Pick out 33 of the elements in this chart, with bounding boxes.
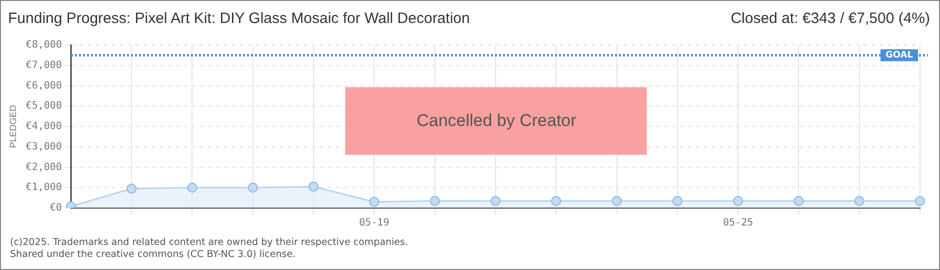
y-tick-label: €1,000 — [26, 182, 62, 194]
y-tick-label: €7,000 — [26, 60, 62, 71]
notice-box: Cancelled by Creator — [345, 86, 648, 154]
annotation: Cancelled by Creator — [416, 110, 576, 130]
point — [308, 182, 319, 192]
point — [612, 196, 622, 206]
point — [430, 196, 440, 206]
y-axis-title: PLEDGED — [8, 104, 18, 148]
text: (c)2025. Trademarks and related content are owned by their respective companies. — [10, 237, 408, 248]
point — [248, 182, 258, 193]
point — [369, 196, 380, 207]
text: Shared under the creative commons (CC BY-NC 3.0) license. — [10, 249, 296, 260]
y-tick-label: €5,000 — [26, 100, 62, 112]
point — [733, 196, 744, 206]
x-tick-label: 05-25 — [723, 218, 754, 229]
y-tick-label: €2,000 — [26, 162, 62, 173]
point — [915, 196, 925, 206]
point — [672, 196, 682, 206]
chart-subtitle: Closed at: €343 / €7,500 (4%) — [730, 10, 930, 27]
point — [551, 196, 562, 206]
y-tick-label: €6,000 — [26, 80, 62, 92]
x-tick-label: 05-19 — [359, 218, 390, 229]
point — [854, 196, 864, 206]
point — [490, 196, 500, 206]
chart-title: Funding Progress: Pixel Art Kit: DIY Glass Mosaic for Wall Decoration — [8, 10, 470, 27]
y-tick-label: €3,000 — [26, 141, 62, 152]
y-tick-label: €4,000 — [26, 121, 62, 132]
y-tick-label: €0 — [50, 202, 62, 214]
point — [187, 182, 198, 193]
ref-line-label: GOAL — [886, 50, 914, 61]
point — [794, 196, 804, 206]
point — [126, 184, 137, 194]
y-tick-label: €8,000 — [26, 40, 62, 51]
